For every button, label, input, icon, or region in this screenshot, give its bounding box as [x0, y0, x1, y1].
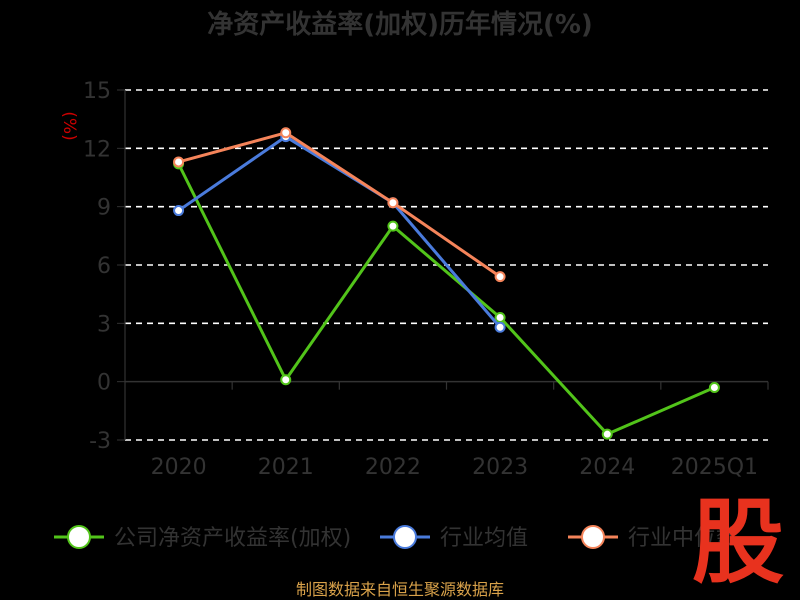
series-0-point-5: [708, 382, 720, 393]
series-2-point-3: [494, 271, 506, 283]
series-2-line: [178, 131, 501, 278]
series-2-point-2: [387, 197, 399, 209]
series-2-point-0: [173, 156, 185, 168]
gridlines: [117, 89, 768, 441]
x-tick-label-3: 2023: [472, 455, 528, 480]
x-tick-label-5: 2025Q1: [671, 455, 758, 480]
legend-item-2: 行业中位数: [568, 525, 738, 551]
chart-title: 净资产收益率(加权)历年情况(%): [207, 9, 593, 40]
legend-marker-1: [393, 525, 417, 549]
series-2-point-1: [280, 127, 292, 139]
series-2: [173, 127, 506, 283]
legend-label-0: 公司净资产收益率(加权): [114, 526, 351, 551]
brand-logo: 股: [692, 489, 784, 596]
x-tick-label-1: 2021: [258, 455, 314, 480]
series-1-line: [177, 135, 502, 329]
series-0-point-2: [387, 220, 399, 232]
y-tick-label-2: 9: [97, 196, 111, 221]
series-1-point-0: [173, 205, 185, 217]
y-tick-label-4: 3: [97, 312, 111, 337]
series-group: [173, 127, 720, 440]
series-0-point-4: [601, 428, 613, 440]
x-tick-label-4: 2024: [579, 455, 635, 480]
legend-label-1: 行业均值: [440, 526, 528, 551]
source-note: 制图数据来自恒生聚源数据库: [296, 580, 504, 599]
y-tick-label-5: 0: [97, 371, 111, 396]
y-tick-label-3: 6: [97, 254, 111, 279]
series-0-line: [177, 163, 716, 436]
series-1-point-3: [494, 321, 506, 333]
legend-item-1: 行业均值: [380, 525, 528, 551]
y-tick-label-6: -3: [89, 429, 111, 454]
y-axis-unit: (%): [59, 111, 79, 140]
x-tick-label-0: 2020: [151, 455, 207, 480]
series-0: [173, 158, 720, 440]
legend-label-2: 行业中位数: [628, 526, 738, 551]
series-0-point-3: [494, 312, 506, 323]
legend-marker-0: [67, 525, 91, 549]
legend: 公司净资产收益率(加权) 行业均值 行业中位数: [54, 525, 738, 551]
series-0-point-1: [280, 374, 292, 386]
y-tick-labels: 15 12 9 6 3 0 -3: [83, 79, 111, 454]
y-tick-label-0: 15: [83, 79, 111, 104]
x-tick-label-2: 2022: [365, 455, 421, 480]
axes: [124, 90, 769, 440]
legend-marker-2: [581, 525, 605, 549]
legend-item-0: 公司净资产收益率(加权): [54, 525, 351, 551]
y-tick-label-1: 12: [83, 137, 111, 162]
x-tick-labels: 2020 2021 2022 2023 2024 2025Q1: [151, 455, 758, 480]
